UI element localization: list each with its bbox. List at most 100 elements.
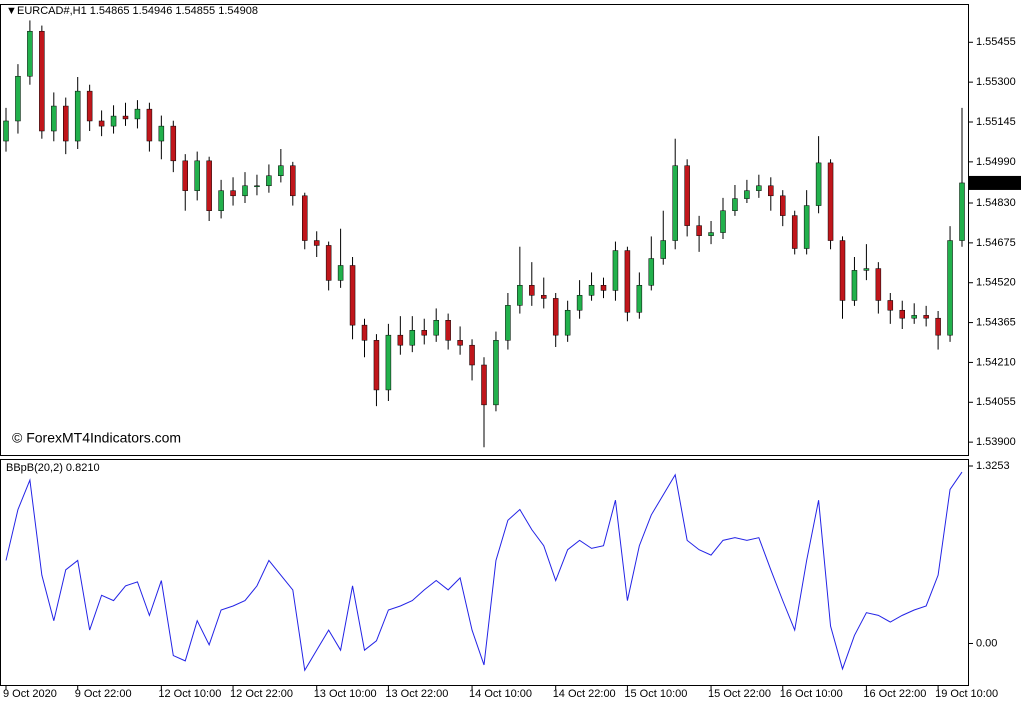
candle-body xyxy=(433,320,439,336)
y-tick-label: 0.00 xyxy=(976,637,997,649)
candle-body xyxy=(648,258,655,286)
x-tick-label: 16 Oct 22:00 xyxy=(863,688,926,700)
candle-body xyxy=(935,317,941,336)
candle-body xyxy=(541,295,547,299)
candle-body xyxy=(158,125,165,142)
candle-body xyxy=(756,185,762,191)
x-tick-label: 9 Oct 2020 xyxy=(3,688,57,700)
candle-body xyxy=(397,334,404,346)
candle-body xyxy=(242,185,248,197)
menu-arrow[interactable]: ▼ xyxy=(6,5,17,17)
candle-body xyxy=(290,165,296,197)
candle-body xyxy=(791,215,798,249)
x-tick-label: 16 Oct 10:00 xyxy=(780,688,843,700)
candle-body xyxy=(278,165,284,176)
x-tick-label: 13 Oct 22:00 xyxy=(385,688,448,700)
candle-body xyxy=(98,120,105,127)
candle-body xyxy=(313,240,320,246)
y-tick-label: 1.54990 xyxy=(976,156,1016,168)
candle-body xyxy=(815,162,822,206)
candle-body xyxy=(624,250,631,313)
candle-body xyxy=(708,232,714,236)
candle-body xyxy=(51,105,57,132)
candle-body xyxy=(827,162,834,241)
candle-body xyxy=(469,344,475,366)
candle-body xyxy=(732,198,738,211)
candle-body xyxy=(636,285,643,313)
chart-title: EURCAD#,H1 1.54865 1.54946 1.54855 1.549… xyxy=(17,5,258,17)
candle-body xyxy=(780,195,786,216)
candle-body xyxy=(146,108,153,142)
candle-body xyxy=(899,309,905,319)
candle-body xyxy=(839,240,846,301)
x-tick-label: 14 Oct 22:00 xyxy=(553,688,616,700)
candle-body xyxy=(445,320,451,341)
candle-body xyxy=(552,298,559,336)
indicator-pane xyxy=(0,459,969,686)
candle-body xyxy=(337,265,344,281)
candle-body xyxy=(612,250,619,291)
y-tick-label: 1.55455 xyxy=(976,36,1016,48)
candle-body xyxy=(134,108,141,120)
candle-body xyxy=(803,205,810,249)
candle-body xyxy=(517,285,523,306)
candle-body xyxy=(361,324,368,341)
y-tick-label: 1.54830 xyxy=(976,197,1016,209)
candle-body xyxy=(373,340,380,391)
candle-body xyxy=(720,210,726,233)
x-tick-label: 9 Oct 22:00 xyxy=(75,688,132,700)
candle-body xyxy=(194,160,200,191)
candle-body xyxy=(74,90,81,142)
candle-body xyxy=(600,285,607,291)
candle-body xyxy=(660,240,666,259)
candle-body xyxy=(684,165,690,226)
candle-body xyxy=(182,160,188,191)
candle-body xyxy=(254,185,260,188)
candle-body xyxy=(421,330,427,336)
candle-body xyxy=(493,340,499,406)
watermark: © ForexMT4Indicators.com xyxy=(12,430,181,446)
y-tick-label: 1.3253 xyxy=(976,460,1010,472)
candle-body xyxy=(170,125,177,162)
candle-body xyxy=(325,245,332,281)
last-price-label: 1.54908 xyxy=(976,177,1016,189)
candle-body xyxy=(744,190,750,199)
candle-body xyxy=(302,195,308,241)
candle-body xyxy=(266,175,272,187)
indicator-line xyxy=(5,471,963,672)
candle-body xyxy=(923,315,929,319)
x-tick-label: 12 Oct 22:00 xyxy=(230,688,293,700)
candle-body xyxy=(385,334,392,391)
candle-body xyxy=(110,115,117,127)
candle-body xyxy=(529,285,535,296)
candle-body xyxy=(206,160,212,211)
y-tick-label: 1.54520 xyxy=(976,277,1016,289)
candle-body xyxy=(349,265,356,326)
candle-body xyxy=(696,225,702,236)
y-tick-label: 1.54055 xyxy=(976,396,1016,408)
y-tick-label: 1.54365 xyxy=(976,316,1016,328)
candle-body xyxy=(875,268,882,301)
price-pane xyxy=(0,4,969,456)
candle-body xyxy=(409,330,416,346)
x-tick-label: 15 Oct 22:00 xyxy=(708,688,771,700)
candle-body xyxy=(3,120,9,142)
candle-body xyxy=(576,295,583,311)
candle-body xyxy=(947,240,953,336)
candle-body xyxy=(39,30,45,132)
candle-body xyxy=(86,90,93,122)
y-tick-label: 1.55145 xyxy=(976,116,1016,128)
y-tick-label: 1.54210 xyxy=(976,356,1016,368)
x-tick-label: 12 Oct 10:00 xyxy=(158,688,221,700)
y-tick-label: 1.54675 xyxy=(976,237,1016,249)
candle-body xyxy=(27,30,33,77)
x-tick-label: 14 Oct 10:00 xyxy=(469,688,532,700)
candle-body xyxy=(122,115,129,120)
candle-body xyxy=(588,285,595,296)
candle-body xyxy=(230,190,236,197)
candle-body xyxy=(505,305,511,341)
candle-body xyxy=(15,75,21,122)
candle-body xyxy=(218,190,224,211)
candle-body xyxy=(887,300,894,311)
